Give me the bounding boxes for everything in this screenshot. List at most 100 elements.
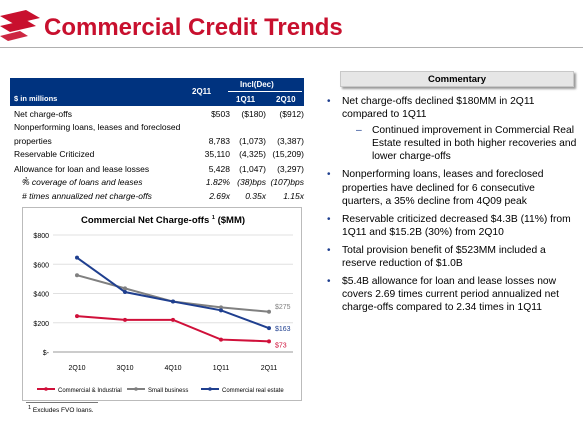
cell-1q11: 0.35x xyxy=(245,191,266,201)
commentary-bullet: • Nonperforming loans, leases and foreclo… xyxy=(326,168,578,207)
data-point xyxy=(123,290,127,295)
commentary-list: • Net charge-offs declined $180MM in 2Q11… xyxy=(326,95,578,319)
bullet-icon: • xyxy=(327,276,331,288)
data-point xyxy=(171,299,175,304)
row-label: # times annualized net charge-offs xyxy=(22,191,152,201)
footnote-divider xyxy=(26,402,98,403)
table-row: % coverage of loans and leases 1 1.82% (… xyxy=(14,177,304,190)
cell-1q11: (1,073) xyxy=(239,136,266,146)
bullet-text: $5.4B allowance for loan and lease losse… xyxy=(342,276,559,314)
legend-label: Commercial & Industrial xyxy=(58,388,122,394)
header-1q11: 1Q11 xyxy=(236,95,256,104)
header-rule xyxy=(228,91,302,92)
cell-1q11: (1,047) xyxy=(239,164,266,174)
table-row: Allowance for loan and lease losses 5,42… xyxy=(14,164,304,177)
cell-1q11: (38)bps xyxy=(237,177,266,187)
cell-2q11: 35,110 xyxy=(204,149,230,159)
table-row: Reservable Criticized 35,110 (4,325) (15… xyxy=(14,149,304,162)
footnote: 1 Excludes FVO loans. xyxy=(28,405,94,414)
cell-2q11: 2.69x xyxy=(209,191,230,201)
y-tick-label: $800 xyxy=(33,233,49,240)
bullet-text: Net charge-offs declined $180MM in 2Q11 … xyxy=(342,96,535,121)
commentary-bullet: • $5.4B allowance for loan and lease loss… xyxy=(326,275,578,314)
data-point xyxy=(219,337,223,342)
table-row: Nonperforming loans, leases and foreclos… xyxy=(14,122,304,135)
cell-2q11: 8,783 xyxy=(208,136,230,146)
header-2q11: 2Q11 xyxy=(192,87,212,96)
commentary-bullet: • Total provision benefit of $523MM inclu… xyxy=(326,244,578,270)
cell-2q10: (107)bps xyxy=(270,177,304,187)
data-point xyxy=(267,309,271,314)
row-label: % coverage of loans and leases 1 xyxy=(22,177,143,187)
dash-icon: – xyxy=(356,125,362,137)
cell-2q10: (15,209) xyxy=(272,149,304,159)
y-tick-label: $400 xyxy=(33,292,49,299)
cell-2q10: (3,387) xyxy=(277,136,304,146)
data-point xyxy=(123,317,127,322)
legend-marker xyxy=(134,387,138,391)
bullet-icon: • xyxy=(327,169,331,181)
bullet-text: Reservable criticized decreased $4.3B (1… xyxy=(342,213,571,238)
title-divider xyxy=(0,47,583,48)
chart-title-suffix: ($MM) xyxy=(217,215,246,227)
footnote-text: Excludes FVO loans. xyxy=(32,407,94,415)
row-label: properties xyxy=(14,136,52,146)
data-point xyxy=(123,286,127,291)
table-row: # times annualized net charge-offs 2.69x… xyxy=(14,191,304,204)
bullet-icon: • xyxy=(327,213,331,225)
chart-title-text: Commercial Net Charge-offs xyxy=(80,215,210,227)
data-point xyxy=(219,308,223,313)
row-label: Reservable Criticized xyxy=(14,149,95,159)
header-money-label: $ in millions xyxy=(14,94,58,103)
page-title: Commercial Credit Trends xyxy=(44,14,343,41)
cell-2q10: 1.15x xyxy=(283,191,304,201)
data-point xyxy=(75,255,79,260)
cell-1q11: ($180) xyxy=(241,109,266,119)
cell-2q11: $503 xyxy=(211,109,230,119)
data-point xyxy=(267,326,271,331)
header-incl-dec: Incl(Dec) xyxy=(240,80,274,89)
cell-2q10: (3,297) xyxy=(277,164,304,174)
chart-title: Commercial Net Charge-offs 1 ($MM) xyxy=(23,215,303,226)
row-label: Nonperforming loans, leases and foreclos… xyxy=(14,122,181,132)
chart-title-footnote: 1 xyxy=(211,215,215,221)
x-tick-label: 1Q11 xyxy=(213,365,230,372)
bullet-icon: • xyxy=(327,96,331,107)
x-tick-label: 2Q11 xyxy=(261,365,278,372)
commentary-bullet: • Net charge-offs declined $180MM in 2Q11… xyxy=(326,95,578,121)
commentary-subbullet: – Continued improvement in Commercial Rea… xyxy=(326,124,578,163)
legend-marker xyxy=(44,387,48,391)
cell-2q10: ($912) xyxy=(279,109,304,119)
subbullet-text: Continued improvement in Commercial Real… xyxy=(372,125,577,163)
data-label: $163 xyxy=(275,326,291,333)
y-tick-label: $600 xyxy=(33,262,49,269)
row-label-text: % coverage of loans and leases xyxy=(22,177,143,187)
commentary-header: Commentary xyxy=(340,71,574,87)
data-point xyxy=(267,339,271,344)
bullet-icon: • xyxy=(327,244,331,256)
data-point xyxy=(219,305,223,310)
data-label: $275 xyxy=(275,304,291,311)
row-label: Allowance for loan and lease losses xyxy=(14,164,150,174)
footnote-marker: 1 xyxy=(28,405,32,411)
cell-2q11: 5,428 xyxy=(208,164,230,174)
x-tick-label: 2Q10 xyxy=(68,365,85,372)
table-header: $ in millions 2Q11 Incl(Dec) 1Q11 2Q10 xyxy=(10,78,304,106)
data-point xyxy=(171,317,175,322)
y-tick-label: $200 xyxy=(33,321,49,328)
y-tick-label: $- xyxy=(43,350,50,357)
legend-label: Commercial real estate xyxy=(222,388,284,394)
cell-1q11: (4,325) xyxy=(239,149,266,159)
data-point xyxy=(75,273,79,278)
data-label: $73 xyxy=(275,342,287,349)
legend-label: Small business xyxy=(148,388,188,394)
header-2q10: 2Q10 xyxy=(276,95,296,104)
flag-logo-icon xyxy=(0,10,40,41)
x-tick-label: 4Q10 xyxy=(164,365,181,372)
commentary-bullet: • Reservable criticized decreased $4.3B (… xyxy=(326,213,578,239)
footnote-marker: 1 xyxy=(24,177,28,183)
bullet-text: Nonperforming loans, leases and foreclos… xyxy=(342,169,544,207)
line-chart: $- $200 $400 $600 $800 2Q10 3Q10 4Q10 1Q11 2Q11 $7… xyxy=(33,233,293,394)
chart-panel: Commercial Net Charge-offs 1 ($MM) $- $20… xyxy=(22,207,302,401)
table-row: Net charge-offs $503 ($180) ($912) xyxy=(14,109,304,122)
